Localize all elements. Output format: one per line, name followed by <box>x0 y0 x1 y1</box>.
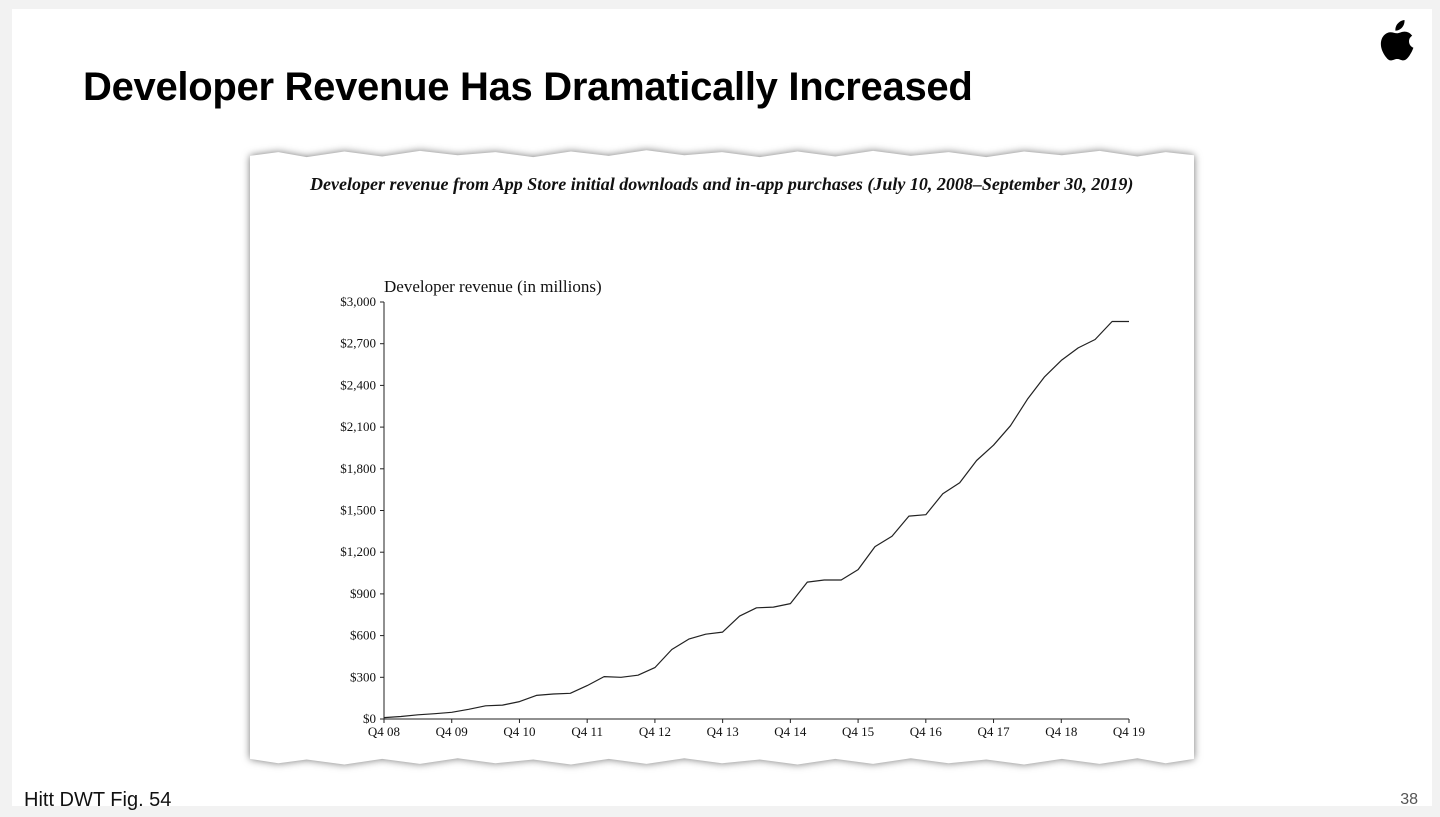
y-tick-label: $2,100 <box>340 419 376 434</box>
x-tick-label: Q4 16 <box>910 724 943 739</box>
y-tick-label: $2,400 <box>340 377 376 392</box>
x-tick-label: Q4 17 <box>977 724 1010 739</box>
chart-series <box>383 320 1129 719</box>
x-tick-label: Q4 11 <box>571 724 603 739</box>
x-tick-label: Q4 15 <box>842 724 874 739</box>
page-number: 38 <box>1400 791 1418 808</box>
chart-axes <box>383 302 1129 720</box>
chart-title: Developer revenue from App Store initial… <box>310 174 1134 194</box>
apple-logo-icon <box>1380 20 1414 61</box>
slide-title: Developer Revenue Has Dramatically Incre… <box>83 65 973 109</box>
figure-source-caption: Hitt DWT Fig. 54 <box>24 789 172 811</box>
y-tick-label: $3,000 <box>340 294 376 309</box>
chart-paper <box>250 150 1194 765</box>
x-tick-labels: Q4 08 Q4 09 Q4 10 Q4 11 Q4 12 Q4 13 Q4 14 Q4 15… <box>368 719 1145 739</box>
y-tick-label: $900 <box>350 586 376 601</box>
x-tick-label: Q4 19 <box>1113 724 1145 739</box>
x-tick-label: Q4 09 <box>436 724 468 739</box>
y-tick-label: $1,500 <box>340 503 376 518</box>
y-axis-label: Developer revenue (in millions) <box>384 277 602 296</box>
revenue-line-chart: Developer revenue (in millions) $0 $300 $6… <box>340 277 1145 739</box>
revenue-series-line <box>383 320 1129 719</box>
y-tick-label: $600 <box>350 628 376 643</box>
y-tick-label: $1,200 <box>340 544 376 559</box>
y-tick-label: $0 <box>363 711 376 726</box>
x-tick-label: Q4 18 <box>1045 724 1077 739</box>
x-tick-label: Q4 14 <box>774 724 807 739</box>
slide: Developer Revenue Has Dramatically Incre… <box>12 9 1432 811</box>
x-tick-label: Q4 08 <box>368 724 400 739</box>
y-tick-label: $1,800 <box>340 461 376 476</box>
y-tick-label: $2,700 <box>340 336 376 351</box>
x-tick-label: Q4 13 <box>707 724 739 739</box>
chart-clipping: Developer revenue from App Store initial… <box>250 142 1194 774</box>
x-tick-label: Q4 12 <box>639 724 671 739</box>
y-tick-label: $300 <box>350 669 376 684</box>
x-tick-label: Q4 10 <box>503 724 535 739</box>
y-tick-labels: $0 $300 $600 $900 $1,200 $1,500 $1,800 $2,100 $2… <box>340 294 384 726</box>
